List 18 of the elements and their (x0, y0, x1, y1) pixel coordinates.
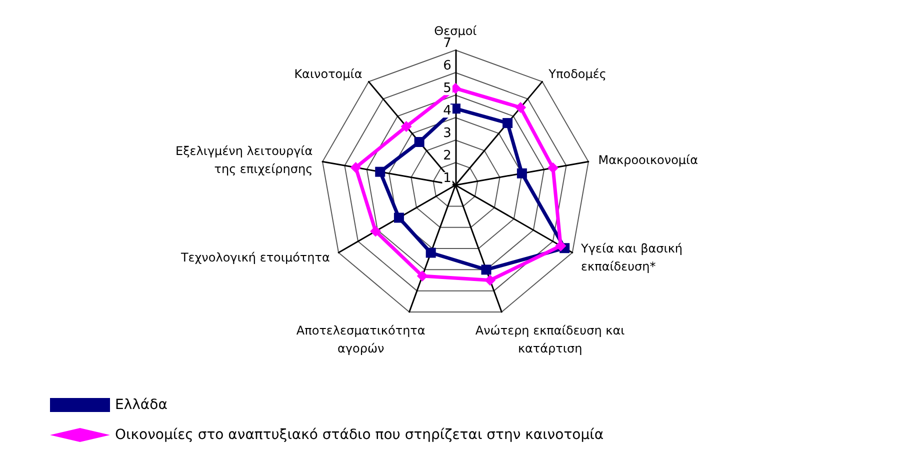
spoke-label: Καινοτομία (294, 67, 362, 82)
y-tick-label: 5 (443, 81, 452, 96)
spoke-label: Μακροοικονομία (598, 152, 698, 167)
legend-label: Οικονομίες στο αναπτυξιακό στάδιο που στηρίζεται στην καινοτομία (115, 427, 604, 443)
y-tick-label: 7 (443, 36, 452, 52)
y-tick-label: 1 (443, 171, 452, 186)
legend-label: Ελλάδα (115, 397, 168, 413)
spoke-label: Θεσμοί (434, 24, 477, 38)
spoke-label: Αποτελεσματικότητα αγορών (296, 323, 426, 356)
spoke-label: Τεχνολογική ετοιμότητα (180, 250, 330, 265)
spoke-label: Υγεία και βασική εκπαίδευση* (580, 242, 683, 274)
y-tick-label: 6 (443, 58, 452, 74)
spoke-label: Εξελιγμένη λειτουργία της επιχείρησης (176, 144, 313, 176)
spoke-label: Υποδομές (548, 67, 606, 82)
y-tick-label: 4 (443, 104, 452, 119)
spoke-label: Ανώτερη εκπαίδευση και κατάρτιση (475, 323, 625, 356)
y-tick-label: 3 (443, 126, 452, 142)
y-tick-label: 2 (443, 148, 452, 164)
